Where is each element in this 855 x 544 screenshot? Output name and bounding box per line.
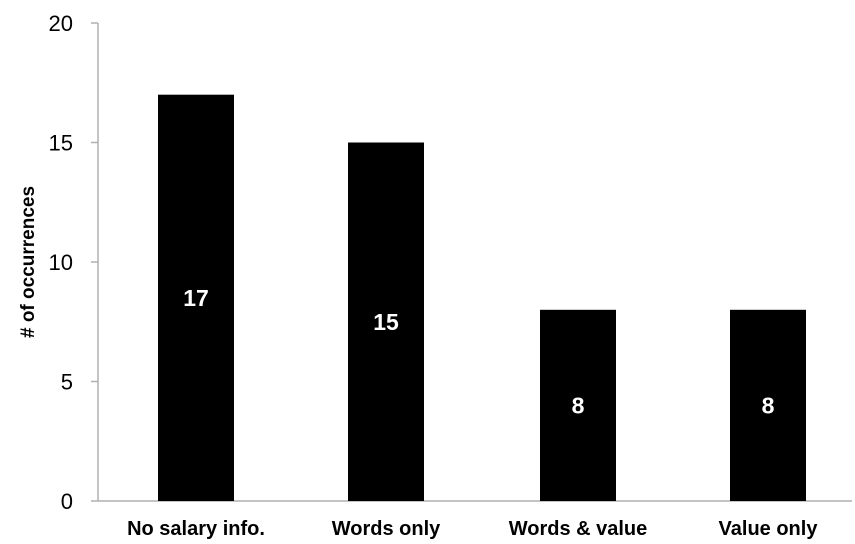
bar [540,309,616,501]
x-category-label: No salary info. [127,518,265,540]
y-tick-label: 0 [61,489,73,514]
x-category-label: Value only [719,518,819,540]
bar [730,309,806,501]
x-category-label: Words only [332,518,441,540]
bar-data-label: 8 [762,392,775,418]
y-tick-label: 5 [61,370,73,395]
bars [158,94,806,501]
y-axis-title: # of occurrences [18,186,39,338]
y-tick-label: 10 [49,250,73,275]
x-category-labels: No salary info. Words only Words & value Va… [127,518,818,540]
y-tick-label: 15 [49,131,73,156]
bar-data-label: 8 [572,392,585,418]
bar-data-label: 15 [373,309,399,335]
bar-data-label: 17 [183,285,209,311]
y-axis [91,22,99,502]
bar [348,142,424,501]
y-tick-label: 20 [49,11,73,36]
y-tick-labels: 0 5 10 15 20 [49,11,73,514]
bar [158,94,234,501]
x-category-label: Words & value [509,518,648,540]
data-labels: 17 15 8 8 [183,285,774,419]
